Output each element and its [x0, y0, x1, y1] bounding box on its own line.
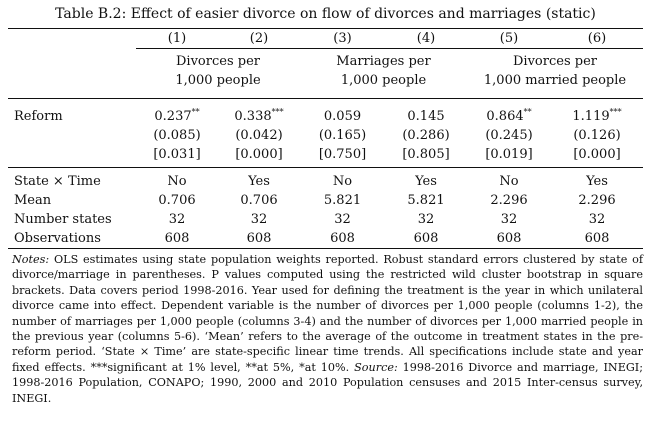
header-rule — [8, 90, 643, 99]
stat-value: 608 — [330, 231, 355, 246]
stat-value: 32 — [500, 212, 518, 227]
coef-value: 0.145 — [407, 109, 445, 124]
coef-value: 0.237 — [154, 109, 192, 124]
bottom-rule — [8, 248, 643, 249]
stat-value: 608 — [496, 231, 522, 246]
stat-value: Yes — [586, 174, 608, 189]
coef-value: 0.059 — [323, 109, 362, 124]
stat-row-mean: Mean 0.706 0.706 5.821 5.821 2.296 2.296 — [8, 191, 643, 210]
significance-stars: *** — [609, 107, 622, 117]
column-number: (6) — [587, 31, 607, 46]
coef-cell: 0.338*** — [218, 107, 300, 126]
stat-value: 608 — [584, 231, 610, 246]
stat-value: 0.706 — [158, 193, 196, 208]
group-header-line: 1,000 people — [175, 73, 261, 88]
significance-stars: ** — [523, 107, 532, 117]
p-value: [0.805] — [402, 147, 450, 162]
row-label: State × Time — [14, 174, 101, 189]
row-label: Number states — [14, 212, 112, 227]
stat-value: 5.821 — [323, 193, 362, 208]
stat-value: No — [332, 174, 353, 189]
stat-value: No — [167, 174, 187, 189]
significance-stars: ** — [191, 107, 200, 117]
p-value: [0.750] — [318, 147, 367, 162]
coef-cell: 0.059 — [300, 107, 385, 126]
group-header-line: Marriages per — [300, 48, 467, 71]
coef-value: 0.864 — [486, 109, 524, 124]
group-header-line: 1,000 people — [340, 73, 427, 88]
coef-value: 0.338 — [234, 109, 272, 124]
stat-row-observations: Observations 608 608 608 608 608 608 — [8, 229, 643, 248]
body-rule — [8, 164, 643, 168]
coef-cell: 0.864** — [467, 107, 551, 126]
p-value: [0.000] — [235, 147, 283, 162]
group-header-line: Divorces per — [467, 48, 643, 71]
std-error: (0.085) — [153, 128, 201, 143]
std-error: (0.126) — [573, 128, 621, 143]
group-header-line: Divorces per — [136, 48, 300, 71]
coef-cell: 1.119*** — [551, 107, 643, 126]
stat-value: 32 — [334, 212, 351, 227]
stat-value: 2.296 — [490, 193, 528, 208]
group-header-row-1: Divorces per Marriages per Divorces per — [8, 48, 643, 71]
p-value: [0.000] — [573, 147, 621, 162]
source-text: 1998-2016 Divorce and marriage, INEGI; 1… — [12, 360, 643, 405]
reform-se-row: (0.085) (0.042) (0.165) (0.286) (0.245) … — [8, 126, 643, 145]
notes-text: OLS estimates using state population wei… — [12, 253, 643, 374]
coef-cell: 0.237** — [136, 107, 218, 126]
stat-value: 32 — [417, 212, 435, 227]
column-number: (3) — [333, 31, 352, 46]
reform-coef-row: Reform 0.237** 0.338*** 0.059 0.145 0.86… — [8, 107, 643, 126]
row-label: Mean — [14, 193, 52, 208]
table-notes: Notes: OLS estimates using state populat… — [8, 252, 643, 406]
std-error: (0.286) — [402, 128, 450, 143]
column-number: (2) — [249, 31, 269, 46]
source-label: Source: — [354, 360, 398, 374]
significance-stars: *** — [271, 107, 284, 117]
stat-value: No — [499, 174, 519, 189]
stat-value: 2.296 — [578, 193, 616, 208]
stat-value: 0.706 — [240, 193, 278, 208]
stat-value: 32 — [588, 212, 606, 227]
stat-row-number-states: Number states 32 32 32 32 32 32 — [8, 210, 643, 229]
stat-value: 32 — [250, 212, 268, 227]
coef-value: 1.119 — [572, 109, 610, 124]
table-caption: Table B.2: Effect of easier divorce on f… — [55, 6, 596, 22]
stat-value: Yes — [248, 174, 270, 189]
row-label: Observations — [14, 231, 101, 246]
column-number: (5) — [499, 31, 519, 46]
stat-value: 608 — [413, 231, 439, 246]
results-table: (1) (2) (3) (4) (5) (6) Divorces per Mar… — [8, 29, 643, 248]
stat-row-state-time: State × Time No Yes No Yes No Yes — [8, 172, 643, 191]
column-number: (4) — [416, 31, 436, 46]
p-value: [0.019] — [485, 147, 533, 162]
group-header-line: 1,000 married people — [483, 73, 627, 88]
stat-value: 32 — [168, 212, 186, 227]
reform-pval-row: [0.031] [0.000] [0.750] [0.805] [0.019] … — [8, 145, 643, 164]
p-value: [0.031] — [153, 147, 201, 162]
stat-value: 5.821 — [407, 193, 445, 208]
stat-value: Yes — [415, 174, 437, 189]
stat-value: 608 — [246, 231, 272, 246]
std-error: (0.245) — [485, 128, 533, 143]
std-error: (0.042) — [235, 128, 283, 143]
column-number-row: (1) (2) (3) (4) (5) (6) — [8, 29, 643, 49]
std-error: (0.165) — [318, 128, 367, 143]
notes-label: Notes: — [12, 253, 50, 266]
group-header-row-2: 1,000 people 1,000 people 1,000 married … — [8, 71, 643, 90]
stat-value: 608 — [164, 231, 190, 246]
top-rule — [8, 28, 643, 29]
table-page: Table B.2: Effect of easier divorce on f… — [8, 4, 643, 406]
row-label: Reform — [14, 109, 63, 124]
coef-cell: 0.145 — [385, 107, 467, 126]
column-number: (1) — [167, 31, 187, 46]
